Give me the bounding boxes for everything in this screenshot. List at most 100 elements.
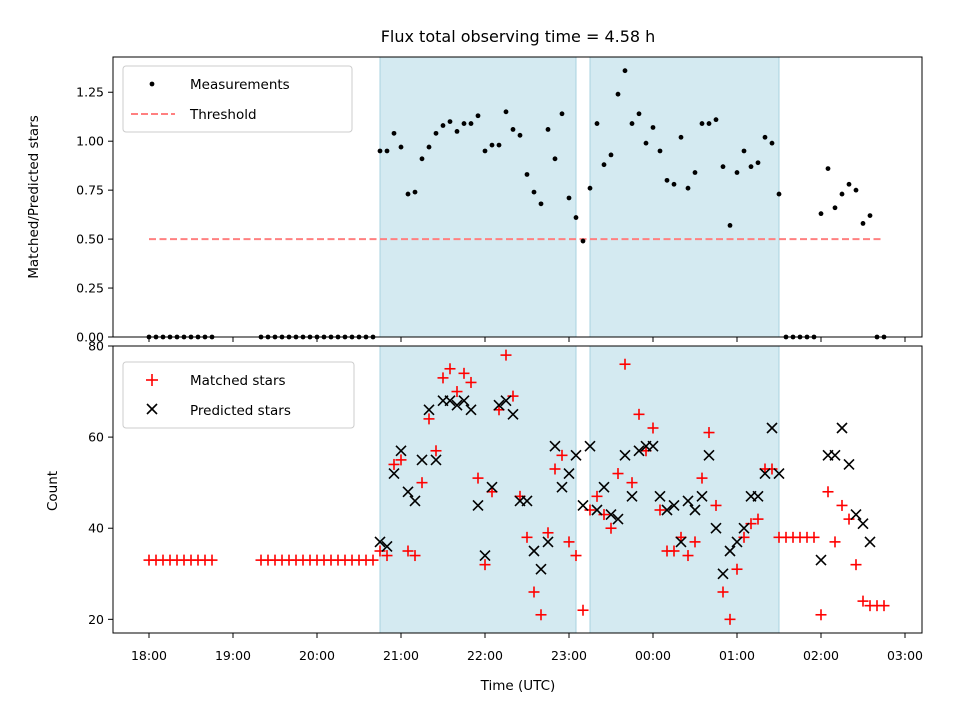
- matched-stars-point: [717, 586, 729, 598]
- matched-stars-point: [430, 445, 442, 457]
- matched-stars-point: [563, 536, 575, 548]
- matched-stars-point: [808, 531, 820, 543]
- measurement-point: [846, 181, 852, 187]
- matched-stars-point: [472, 472, 484, 484]
- legend-marker-predicted-stars: [146, 403, 158, 415]
- predicted-stars-point: [829, 449, 841, 461]
- predicted-stars-point: [430, 454, 442, 466]
- top-shaded-window-1: [379, 56, 577, 338]
- x-tick-label: 23:00: [551, 648, 587, 663]
- predicted-stars-point: [752, 490, 764, 502]
- matched-stars-point: [374, 545, 386, 557]
- matched-stars-point: [878, 600, 890, 612]
- x-tick-label: 20:00: [299, 648, 335, 663]
- predicted-stars-point: [612, 513, 624, 525]
- predicted-stars-point: [493, 399, 505, 411]
- bottom-panel: 20 40 60 80 18:00 19:00 20:00 21:00 22:00 23:00 0…: [45, 339, 923, 695]
- measurement-point: [405, 191, 411, 197]
- measurement-point: [629, 121, 635, 126]
- x-tick-label: 00:00: [635, 648, 671, 663]
- measurement-point: [475, 113, 481, 119]
- measurement-point: [643, 140, 649, 146]
- matched-stars-point: [745, 518, 757, 530]
- matched-stars-point: [465, 376, 477, 388]
- measurement-point: [608, 152, 614, 158]
- matched-stars-point: [395, 454, 407, 466]
- legend-label-predicted-stars: Predicted stars: [190, 403, 291, 419]
- predicted-stars-point: [682, 495, 694, 507]
- matched-stars-point: [668, 545, 680, 557]
- measurement-point: [538, 201, 544, 207]
- predicted-stars-point: [423, 404, 435, 416]
- bottom-legend: Matched stars Predicted stars: [122, 361, 355, 429]
- predicted-stars-point: [451, 399, 463, 411]
- predicted-stars-point: [395, 445, 407, 457]
- legend-label-measurements: Measurements: [190, 77, 290, 93]
- predicted-stars-point: [724, 545, 736, 557]
- top-y-tick-label: 1.00: [76, 134, 104, 149]
- predicted-stars-point: [507, 408, 519, 420]
- predicted-stars-point: [570, 449, 582, 461]
- predicted-stars-point: [402, 486, 414, 498]
- predicted-stars-point: [598, 481, 610, 493]
- measurement-point: [552, 156, 558, 162]
- matched-stars-point: [206, 554, 218, 566]
- predicted-stars-point: [738, 522, 750, 534]
- matched-stars-point: [822, 486, 834, 498]
- matched-stars-point: [682, 550, 694, 562]
- predicted-stars-point: [465, 404, 477, 416]
- predicted-stars-point: [549, 440, 561, 452]
- measurement-point: [664, 177, 670, 183]
- measurement-point: [391, 130, 397, 136]
- measurement-point: [671, 181, 677, 187]
- bottom-y-tick-label: 60: [88, 430, 104, 445]
- matched-stars-point: [724, 613, 736, 625]
- predicted-stars-point: [563, 467, 575, 480]
- top-y-tick-label: 0.25: [76, 281, 104, 296]
- measurement-point: [412, 189, 418, 195]
- measurement-point: [685, 185, 691, 191]
- predicted-stars-point: [696, 490, 708, 502]
- predicted-stars-point: [675, 536, 687, 548]
- matched-stars-point: [458, 367, 470, 379]
- predicted-stars-point: [486, 481, 498, 493]
- matched-stars-point: [584, 504, 596, 516]
- predicted-stars-point: [458, 395, 470, 407]
- matched-stars-point: [367, 554, 379, 566]
- predicted-stars-point: [661, 504, 673, 516]
- predicted-stars-point: [479, 549, 491, 562]
- matched-stars-point: [591, 490, 603, 502]
- predicted-stars-point: [591, 504, 603, 516]
- predicted-stars-point: [633, 445, 645, 457]
- x-tick-label: 21:00: [383, 648, 419, 663]
- matched-stars-point: [836, 499, 848, 511]
- matched-stars-point: [500, 349, 512, 361]
- matched-stars-point: [444, 363, 456, 375]
- matched-stars-point: [423, 413, 435, 425]
- predicted-stars-point: [668, 499, 680, 512]
- matched-stars-point: [696, 472, 708, 484]
- measurement-point: [454, 129, 460, 134]
- measurement-point: [461, 121, 467, 126]
- predicted-stars-point: [577, 499, 589, 512]
- predicted-stars-point: [689, 504, 701, 516]
- predicted-stars-point: [717, 568, 729, 580]
- predicted-stars-point: [857, 518, 869, 530]
- measurement-point: [636, 111, 642, 117]
- predicted-stars-point: [472, 499, 484, 512]
- legend-marker-matched-stars: [146, 374, 158, 386]
- measurement-point: [699, 121, 705, 126]
- matched-stars-point: [416, 477, 428, 489]
- predicted-stars-point: [409, 495, 421, 507]
- measurement-point: [692, 170, 698, 175]
- measurement-point: [398, 144, 404, 150]
- predicted-stars-point: [381, 540, 393, 553]
- predicted-stars-point: [710, 522, 722, 534]
- predicted-stars-point: [619, 449, 631, 461]
- predicted-stars-point: [759, 467, 771, 480]
- measurement-point: [482, 148, 488, 154]
- measurement-point: [517, 132, 523, 138]
- top-y-tick-label: 0.50: [76, 232, 104, 247]
- matched-stars-point: [605, 522, 617, 534]
- measurement-point: [580, 238, 586, 244]
